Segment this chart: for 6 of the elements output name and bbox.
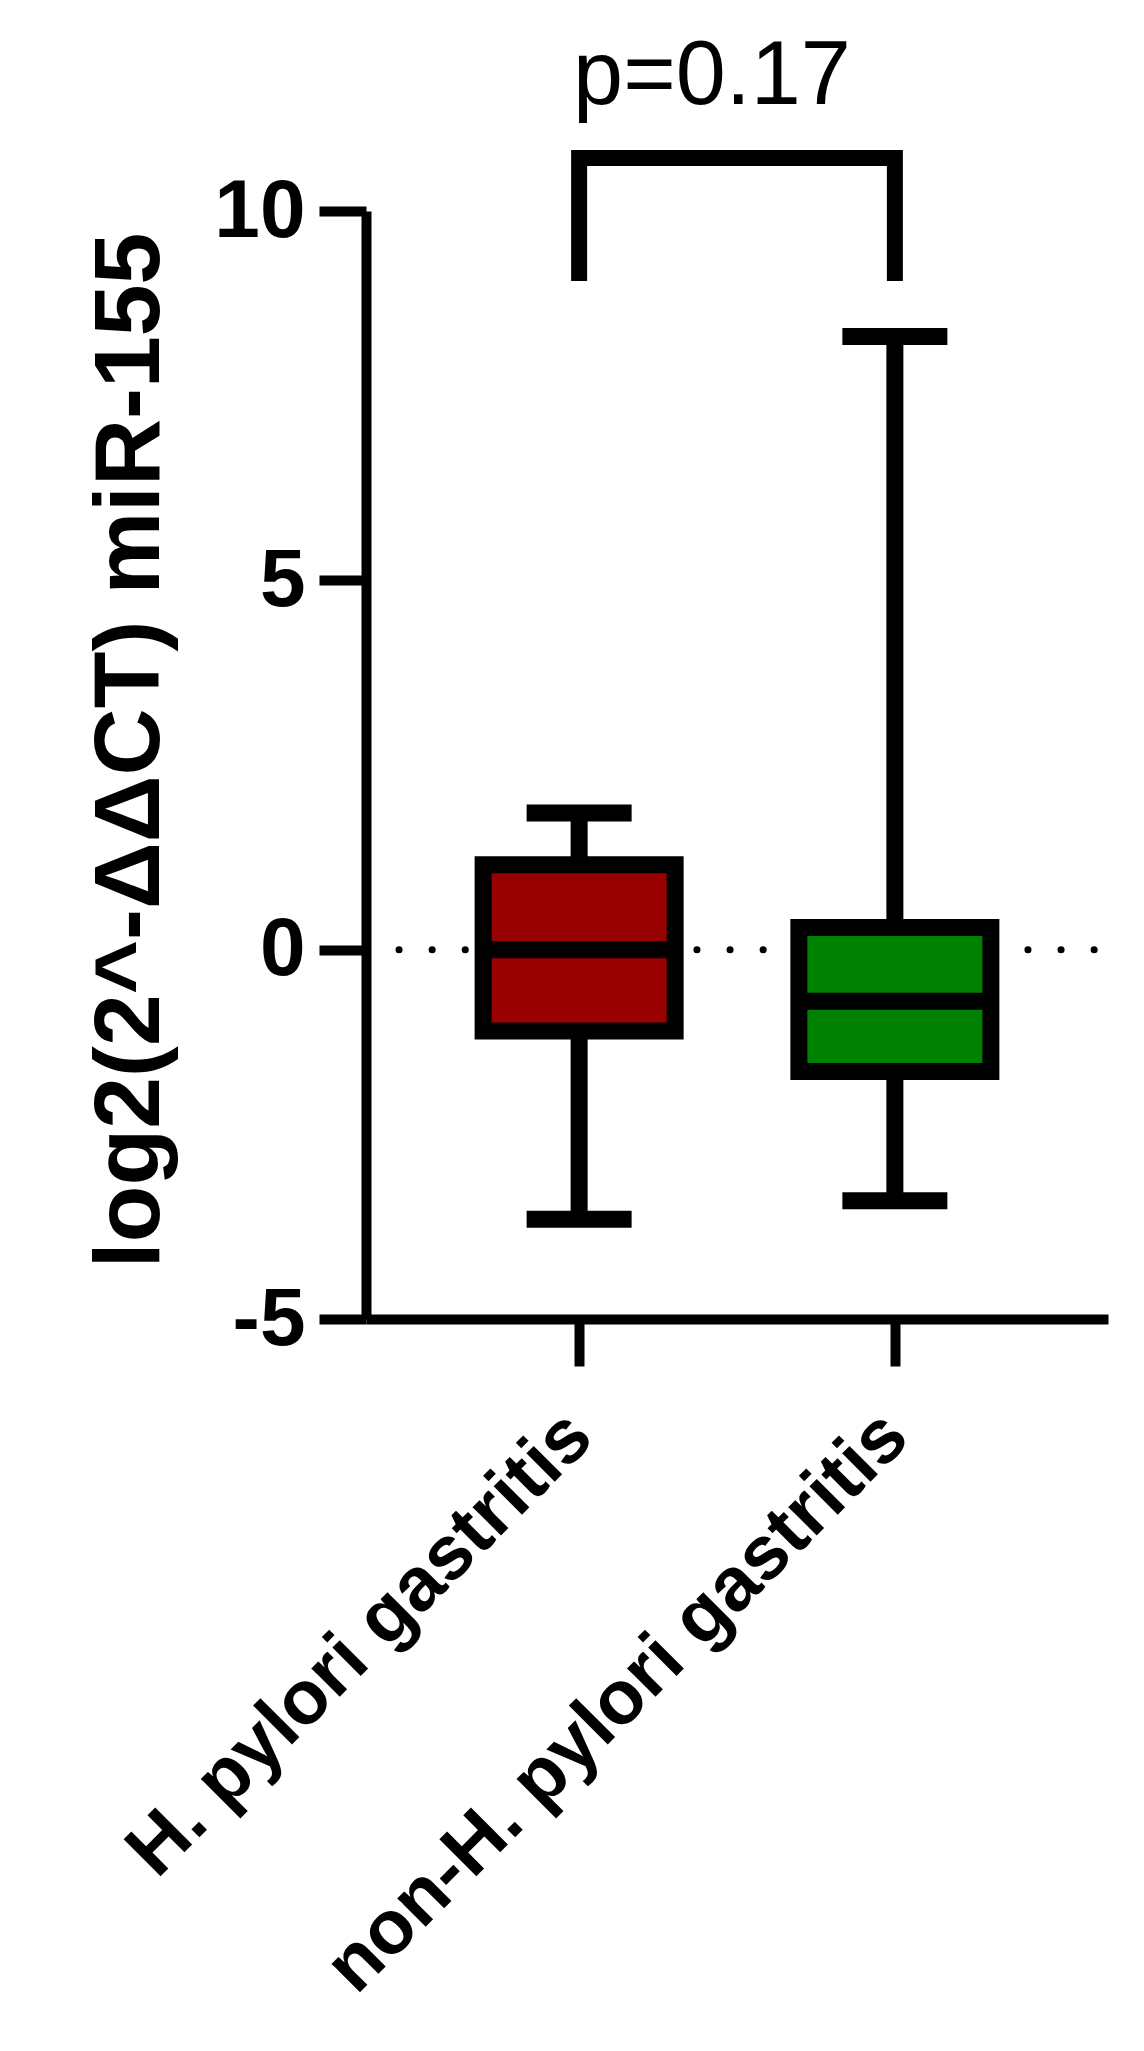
- y-tick-label: 0: [259, 901, 306, 993]
- y-tick-label: 10: [214, 162, 306, 254]
- text: p=0.17: [573, 23, 851, 123]
- y-axis-title: log2(2^-ΔΔCT) miR-155: [74, 232, 179, 1269]
- y-tick-label: 5: [259, 531, 306, 623]
- y-tick-label: -5: [232, 1270, 306, 1362]
